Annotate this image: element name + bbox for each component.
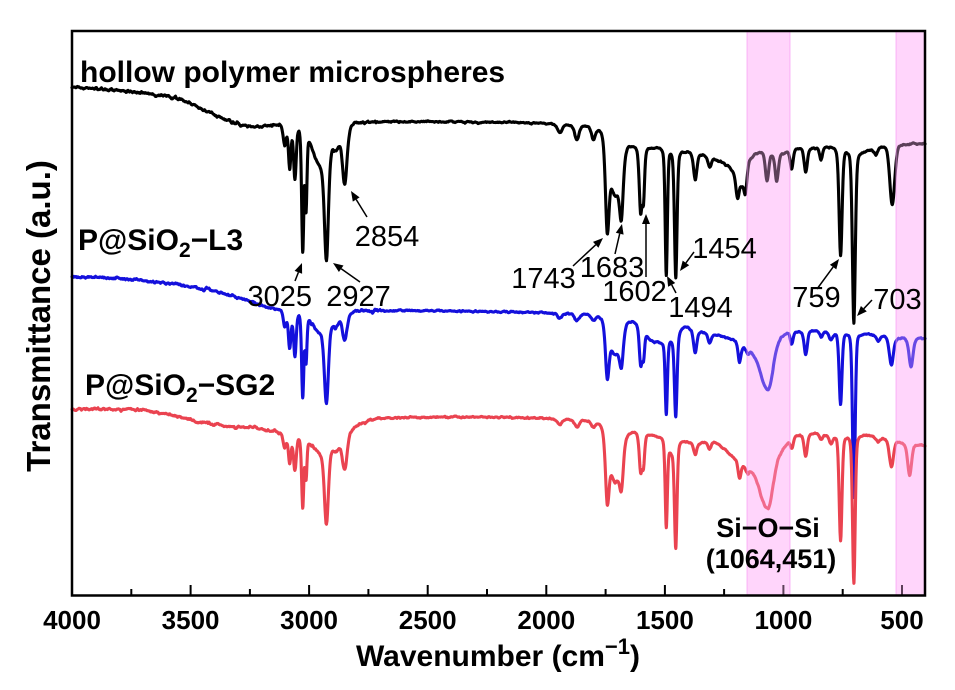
svg-text:3000: 3000 xyxy=(280,605,338,635)
svg-text:1602: 1602 xyxy=(602,276,667,308)
svg-text:2927: 2927 xyxy=(326,281,391,313)
svg-text:(1064,451): (1064,451) xyxy=(706,544,837,574)
svg-text:3025: 3025 xyxy=(248,281,313,313)
svg-text:1494: 1494 xyxy=(668,292,733,324)
svg-text:Wavenumber (cm−1): Wavenumber (cm−1) xyxy=(356,634,640,673)
svg-text:500: 500 xyxy=(880,605,923,635)
svg-text:759: 759 xyxy=(792,282,840,314)
svg-text:Si−O−Si: Si−O−Si xyxy=(716,513,820,543)
svg-text:1454: 1454 xyxy=(692,233,757,265)
svg-text:1683: 1683 xyxy=(580,252,645,284)
svg-text:4000: 4000 xyxy=(43,605,101,635)
svg-text:2500: 2500 xyxy=(399,605,457,635)
svg-text:P@SiO2−SG2: P@SiO2−SG2 xyxy=(85,369,275,407)
svg-text:703: 703 xyxy=(873,284,921,316)
svg-text:hollow polymer microspheres: hollow polymer microspheres xyxy=(80,56,505,89)
svg-text:P@SiO2−L3: P@SiO2−L3 xyxy=(78,224,243,262)
svg-text:3500: 3500 xyxy=(162,605,220,635)
svg-text:1000: 1000 xyxy=(754,605,812,635)
svg-text:2000: 2000 xyxy=(517,605,575,635)
svg-text:2854: 2854 xyxy=(355,221,420,253)
svg-text:1743: 1743 xyxy=(511,263,576,295)
svg-text:Transmittance (a.u.): Transmittance (a.u.) xyxy=(20,160,57,472)
svg-text:1500: 1500 xyxy=(636,605,694,635)
